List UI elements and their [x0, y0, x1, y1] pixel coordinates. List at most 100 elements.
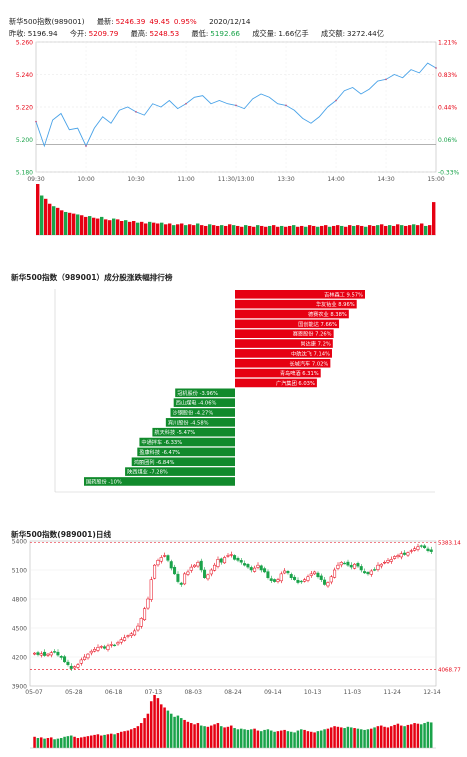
kline-volume-bar: [306, 731, 310, 748]
intraday-point: [285, 104, 287, 107]
kline-candle: [409, 550, 413, 552]
volume-bar: [392, 225, 396, 235]
volume-bar: [136, 222, 140, 235]
intraday-y-tick: 5.220: [16, 105, 33, 112]
kline-volume-bar: [419, 724, 423, 748]
kline-candle: [376, 564, 380, 570]
volume-bar: [400, 225, 404, 235]
volume-bar: [340, 225, 344, 235]
ranking-bar: [235, 299, 357, 309]
kline-volume-bar: [253, 728, 256, 748]
volume-bar: [100, 216, 104, 235]
kline-candle: [166, 555, 170, 561]
kline-volume-bar: [373, 727, 376, 748]
volume-bar: [268, 225, 272, 235]
intraday-point: [235, 104, 237, 107]
volume-bar: [348, 225, 352, 235]
volume-bar: [356, 225, 360, 235]
kline-volume-bar: [356, 728, 360, 748]
volume-bar: [320, 225, 324, 235]
kline-volume-bar: [183, 719, 186, 748]
kline-volume-bar: [239, 728, 243, 748]
kline-volume-bar: [53, 739, 56, 748]
kline-volume-bar: [59, 738, 63, 748]
intraday-y2-tick: 0.44%: [438, 105, 457, 112]
kline-candle: [329, 576, 333, 583]
kline-volume-bar: [193, 724, 196, 748]
kline-volume-bar: [63, 736, 66, 748]
kline-candle: [149, 579, 153, 600]
kline-volume-bar: [259, 731, 263, 748]
kline-volume-bar: [93, 734, 96, 748]
volume-bar: [188, 224, 192, 235]
kline-candle: [359, 566, 363, 571]
kline-volume-bar: [43, 738, 46, 748]
index-name: 新华500指数(989001): [9, 17, 85, 26]
volume-bar: [56, 207, 60, 235]
kline-volume-bar: [409, 724, 413, 748]
kline-x-tick: 08-03: [184, 689, 202, 696]
ranking-bar: [235, 339, 333, 348]
kline-candle: [356, 563, 360, 567]
kline-candle: [76, 664, 80, 668]
kline-candle: [266, 571, 270, 578]
quote-date: 2020/12/14: [209, 17, 251, 26]
ranking-label: 西山煤电 -4.06%: [176, 399, 217, 407]
kline-volume-bar: [89, 735, 93, 748]
volume-bar: [372, 225, 376, 235]
kline-candle: [379, 563, 383, 567]
kline-candle: [419, 545, 423, 547]
kline-volume-bar: [39, 737, 43, 748]
kline-candle: [369, 570, 373, 575]
prev-close-value: 5196.94: [27, 29, 58, 38]
kline-candle: [183, 573, 187, 585]
ranking-bar: [235, 349, 332, 358]
kline-volume-bar: [283, 729, 286, 748]
kline-volume-bar: [313, 732, 316, 748]
kline-candle: [73, 666, 77, 669]
volume-bar: [248, 225, 252, 235]
kline-candle: [236, 557, 240, 561]
kline-volume-bar: [96, 734, 100, 748]
kline-volume-bar: [369, 728, 373, 748]
kline-volume-bar: [109, 733, 113, 748]
kline-candle: [243, 563, 247, 566]
intraday-y-tick: 5.200: [16, 137, 33, 144]
ranking-label: 尚达康 7.2%: [300, 340, 330, 348]
kline-volume-bar: [103, 734, 106, 748]
kline-candle: [363, 571, 367, 574]
kline-candle: [313, 571, 317, 575]
volume-value: 1.66亿手: [278, 29, 309, 38]
ranking-bar: [235, 378, 317, 388]
volume-bar: [176, 224, 180, 235]
kline-volume-bar: [179, 718, 183, 748]
kline-volume-bar: [33, 736, 36, 748]
volume-bar: [84, 216, 88, 235]
volume-bar: [216, 225, 220, 235]
kline-volume-bar: [316, 731, 320, 748]
kline-volume-bar: [176, 715, 180, 748]
volume-bar: [140, 221, 144, 235]
kline-candle: [263, 568, 267, 573]
volume-bar: [384, 225, 388, 235]
volume-bar: [60, 210, 64, 235]
volume-bar: [48, 203, 52, 235]
volume-bar: [352, 225, 356, 235]
volume-bar: [328, 226, 332, 235]
ranking-label: 中航沈飞 7.14%: [291, 349, 330, 357]
kline-volume-bar: [46, 738, 50, 748]
intraday-x-tick: 14:00: [327, 176, 344, 183]
ranking-label: 盈康科技 -6.47%: [139, 448, 180, 456]
volume-bar: [364, 226, 368, 235]
kline-volume-bar: [233, 728, 236, 748]
ranking-label: 华友钴业 8.96%: [316, 300, 355, 308]
kline-candle: [79, 659, 83, 664]
kline-x-tick: 12-14: [423, 689, 441, 696]
volume-bar: [260, 225, 264, 235]
volume-bar: [304, 226, 308, 235]
ranking-label: 国药股份 -10%: [86, 477, 122, 485]
kline-candle: [239, 560, 243, 563]
volume-bar: [292, 225, 296, 235]
kline-candle: [256, 564, 260, 568]
kline-volume-bar: [213, 724, 216, 748]
